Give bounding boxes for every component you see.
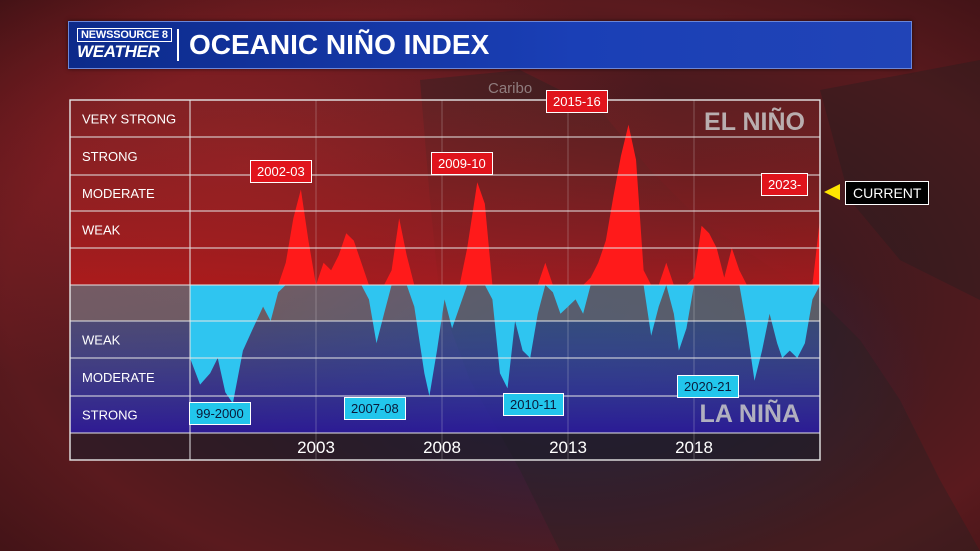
x-tick-label: 2013 [549,438,587,457]
intensity-label: WEAK [82,333,121,348]
intensity-label: WEAK [82,223,121,238]
map-place-label: Caribo [488,80,533,97]
x-tick-label: 2008 [423,438,461,457]
la-nina-area [190,285,820,404]
x-tick-label: 2018 [675,438,713,457]
oni-area-series [190,124,820,404]
station-logo: NEWSSOURCE 8 WEATHER [77,28,172,62]
banner-separator [177,29,179,61]
page-title: OCEANIC NIÑO INDEX [189,29,490,60]
intensity-label: MODERATE [82,370,155,385]
la-nina-label: LA NIÑA [700,398,800,428]
axis-band-bg [70,433,820,460]
intensity-label: STRONG [82,408,138,423]
event-tag: 2020-21 [677,375,739,398]
logo-line1: NEWSSOURCE 8 [77,28,172,42]
el-nino-label: EL NIÑO [704,106,805,136]
event-tag: 99-2000 [189,402,251,425]
title-banner: NEWSSOURCE 8 WEATHER OCEANIC NIÑO INDEX [68,21,912,69]
event-tag: 2010-11 [503,393,564,416]
logo-line2: WEATHER [77,42,160,61]
event-tag: 2007-08 [344,397,406,420]
event-tag: 2023- [761,173,809,196]
x-axis-ticks: 2003 2008 2013 2018 [297,438,713,457]
chart-frame [69,99,821,461]
el-nino-area [190,124,820,286]
current-label: CURRENT [845,181,930,205]
intensity-label: MODERATE [82,186,155,201]
row-lines [70,136,820,434]
intensity-label: VERY STRONG [82,112,176,127]
event-tag: 2009-10 [431,152,493,175]
event-tag: 2015-16 [546,90,608,113]
el-nino-zone-bg [70,100,820,285]
intensity-label: STRONG [82,149,138,164]
current-arrow-icon [824,184,840,200]
intensity-labels: VERY STRONG STRONG MODERATE WEAK WEAK MODERAT… [82,112,176,423]
x-tick-label: 2003 [297,438,335,457]
event-tag: 2002-03 [250,160,312,183]
